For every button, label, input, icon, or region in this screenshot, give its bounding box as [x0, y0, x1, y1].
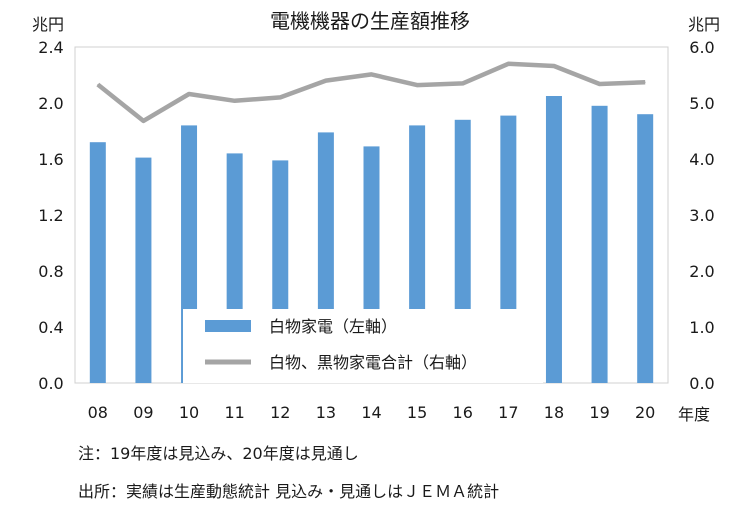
x-tick-label: 09 — [133, 403, 153, 422]
legend-label-bar: 白物家電（左軸） — [269, 317, 397, 336]
right-tick-label: 1.0 — [689, 318, 714, 337]
legend-label-line: 白物、黒物家電合計（右軸） — [269, 353, 477, 372]
right-tick-label: 3.0 — [689, 206, 714, 225]
line-point — [279, 96, 281, 98]
footnote: 注：19年度は見込み、20年度は見通し — [78, 444, 359, 463]
line-point — [371, 73, 372, 75]
x-tick-label: 13 — [316, 403, 336, 422]
line-point — [416, 84, 418, 86]
x-tick-label: 11 — [224, 403, 244, 422]
left-tick-label: 0.0 — [38, 374, 63, 393]
bar — [135, 157, 152, 383]
bar — [89, 142, 106, 383]
line-point — [599, 83, 601, 85]
x-tick-label: 12 — [270, 403, 290, 422]
line-point — [507, 63, 509, 65]
x-tick-label: 15 — [407, 403, 427, 422]
line-point — [644, 81, 646, 83]
x-tick-label: 18 — [544, 403, 564, 422]
source-note: 出所：実績は生産動態統計 見込み・見通しはＪＥＭＡ統計 — [78, 482, 500, 501]
right-tick-label: 6.0 — [689, 38, 714, 57]
right-axis-unit: 兆円 — [688, 15, 720, 34]
x-tick-label: 16 — [453, 403, 473, 422]
legend-swatch-bar — [205, 320, 251, 332]
line-point — [188, 93, 190, 95]
left-tick-label: 2.0 — [38, 94, 63, 113]
chart-title: 電機機器の生産額推移 — [270, 9, 470, 33]
line-point — [325, 80, 327, 82]
left-tick-label: 1.6 — [38, 150, 63, 169]
x-tick-label: 10 — [179, 403, 199, 422]
x-tick-label: 14 — [361, 403, 381, 422]
x-tick-label: 19 — [589, 403, 609, 422]
left-tick-label: 0.4 — [38, 318, 63, 337]
line-point — [462, 82, 464, 84]
bar — [545, 96, 562, 383]
line-series — [96, 61, 646, 124]
right-tick-label: 5.0 — [689, 94, 714, 113]
legend: 白物家電（左軸） 白物、黒物家電合計（右軸） — [183, 309, 543, 383]
line-point — [553, 65, 555, 67]
line-point — [97, 84, 99, 86]
left-axis-unit: 兆円 — [32, 15, 64, 34]
x-tick-label: 20 — [635, 403, 655, 422]
right-tick-label: 4.0 — [689, 150, 714, 169]
line-point — [142, 120, 144, 122]
right-tick-label: 2.0 — [689, 262, 714, 281]
x-axis-unit: 年度 — [678, 405, 710, 424]
left-tick-label: 0.8 — [38, 262, 63, 281]
line-point — [234, 100, 236, 102]
x-tick-label: 08 — [88, 403, 108, 422]
x-tick-label: 17 — [498, 403, 518, 422]
right-tick-label: 0.0 — [689, 374, 714, 393]
bar — [637, 114, 654, 383]
left-tick-label: 1.2 — [38, 206, 63, 225]
left-tick-label: 2.4 — [38, 38, 63, 57]
bar — [591, 105, 608, 384]
